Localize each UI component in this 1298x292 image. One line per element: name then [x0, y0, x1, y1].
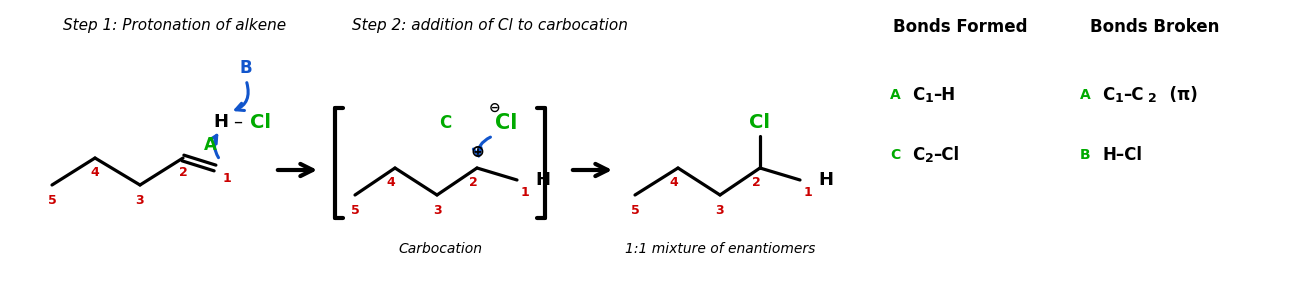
Text: 2: 2	[752, 175, 761, 189]
Text: C: C	[890, 148, 901, 162]
Text: H–Cl: H–Cl	[1102, 146, 1142, 164]
Text: ⊕: ⊕	[470, 143, 484, 161]
Text: 5: 5	[48, 194, 56, 208]
Text: Step 2: addition of Cl to carbocation: Step 2: addition of Cl to carbocation	[352, 18, 628, 33]
Text: 3: 3	[715, 204, 724, 218]
FancyArrowPatch shape	[474, 137, 491, 156]
FancyArrowPatch shape	[236, 83, 248, 110]
Text: 2: 2	[469, 175, 478, 189]
Text: 3: 3	[136, 194, 144, 208]
Text: 4: 4	[387, 175, 396, 189]
Text: B: B	[1080, 148, 1090, 162]
Text: C: C	[912, 86, 924, 104]
Text: –C: –C	[1123, 86, 1144, 104]
Text: 4: 4	[670, 175, 679, 189]
Text: 1: 1	[1115, 93, 1124, 105]
Text: ⊖: ⊖	[489, 101, 501, 115]
Text: Carbocation: Carbocation	[398, 242, 482, 256]
Text: –H: –H	[933, 86, 955, 104]
Text: –Cl: –Cl	[933, 146, 959, 164]
Text: 2: 2	[925, 152, 933, 166]
Text: Bonds Formed: Bonds Formed	[893, 18, 1027, 36]
Text: 5: 5	[350, 204, 360, 218]
Text: C: C	[1102, 86, 1114, 104]
FancyArrowPatch shape	[209, 135, 218, 158]
Text: A: A	[204, 136, 217, 154]
Text: 1: 1	[925, 93, 933, 105]
Text: 2: 2	[1147, 93, 1157, 105]
Text: 5: 5	[631, 204, 640, 218]
Text: 1: 1	[803, 185, 813, 199]
Text: B: B	[240, 59, 252, 77]
Text: –: –	[234, 113, 241, 131]
Text: C: C	[439, 114, 452, 132]
Text: H: H	[535, 171, 550, 189]
Text: H: H	[213, 113, 228, 131]
Text: 4: 4	[91, 166, 100, 178]
Text: 3: 3	[432, 204, 441, 218]
Text: Cl: Cl	[495, 113, 518, 133]
Text: A: A	[890, 88, 901, 102]
Text: 2: 2	[179, 166, 187, 178]
Text: Cl: Cl	[251, 112, 271, 131]
Text: Bonds Broken: Bonds Broken	[1090, 18, 1220, 36]
Text: 1: 1	[520, 185, 530, 199]
Text: Step 1: Protonation of alkene: Step 1: Protonation of alkene	[64, 18, 287, 33]
Text: 1: 1	[223, 171, 231, 185]
Text: (π): (π)	[1158, 86, 1198, 104]
Text: H: H	[818, 171, 833, 189]
Text: A: A	[1080, 88, 1090, 102]
Text: 1:1 mixture of enantiomers: 1:1 mixture of enantiomers	[624, 242, 815, 256]
Text: C: C	[912, 146, 924, 164]
Text: Cl: Cl	[749, 112, 771, 131]
